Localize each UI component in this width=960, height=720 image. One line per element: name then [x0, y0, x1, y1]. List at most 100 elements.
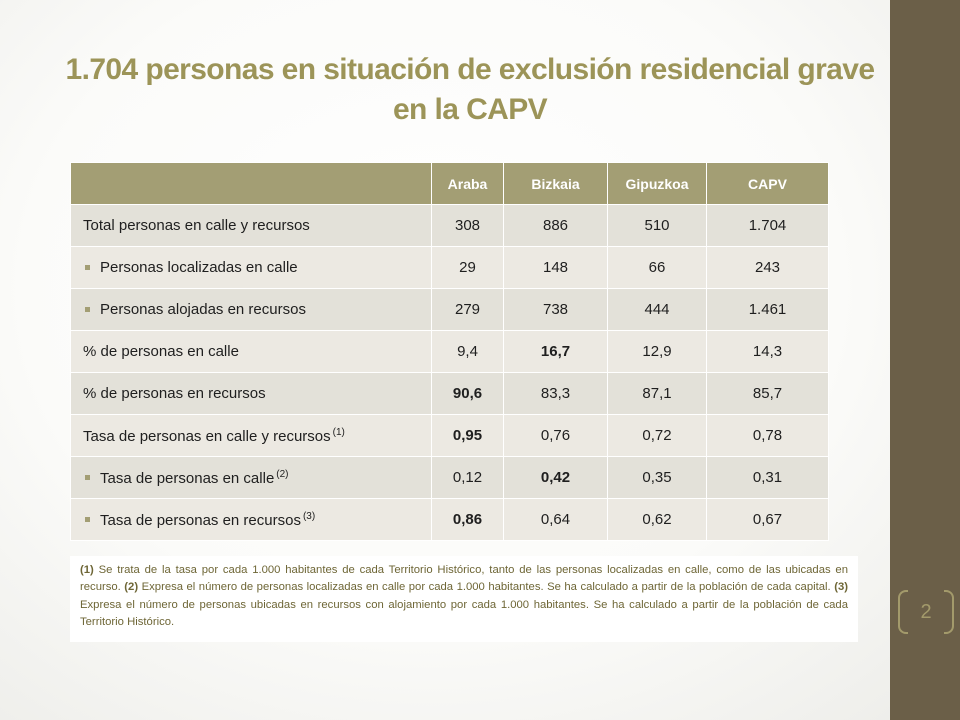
table-row: Total personas en calle y recursos 308 886… — [70, 204, 829, 247]
row-label-cell: % de personas en calle — [70, 330, 432, 373]
cell-value: 66 — [648, 259, 666, 276]
value-cell: 279 — [431, 288, 504, 331]
value-cell: 0,31 — [706, 456, 829, 499]
row-label-cell: Personas alojadas en recursos — [70, 288, 432, 331]
right-bracket-icon — [944, 590, 954, 634]
value-cell: 0,67 — [706, 498, 829, 541]
value-cell: 1.461 — [706, 288, 829, 331]
table-row: Tasa de personas en calle y recursos (1) 0… — [70, 414, 829, 457]
value-cell: 12,9 — [607, 330, 707, 373]
row-label-cell: % de personas en recursos — [70, 372, 432, 415]
value-cell: 0,64 — [503, 498, 608, 541]
value-cell: 14,3 — [706, 330, 829, 373]
row-label: Total personas en calle y recursos — [83, 217, 310, 234]
header-araba: Araba — [431, 162, 504, 205]
cell-value: 510 — [644, 217, 670, 234]
footnote-reference: (2) — [276, 468, 289, 480]
footnote-text: Expresa el número de personas localizada… — [138, 581, 835, 594]
bullet-square-icon — [85, 306, 90, 312]
row-label: % de personas en recursos — [83, 385, 266, 402]
value-cell: 85,7 — [706, 372, 829, 415]
row-label-cell: Tasa de personas en recursos (3) — [70, 498, 432, 541]
cell-value: 0,95 — [452, 427, 483, 444]
cell-value: 0,67 — [752, 511, 783, 528]
value-cell: 0,76 — [503, 414, 608, 457]
value-cell: 444 — [607, 288, 707, 331]
table-row: Personas localizadas en calle 29 148 66 243 — [70, 246, 829, 289]
header-capv: CAPV — [706, 162, 829, 205]
value-cell: 738 — [503, 288, 608, 331]
cell-value: 1.461 — [748, 301, 787, 318]
value-cell: 0,78 — [706, 414, 829, 457]
value-cell: 886 — [503, 204, 608, 247]
row-label: Tasa de personas en calle — [100, 469, 275, 487]
bullet-square-icon — [85, 475, 90, 481]
footnote-marker: (2) — [124, 581, 139, 594]
cell-value: 0,76 — [540, 427, 571, 444]
cell-value: 1.704 — [748, 217, 787, 234]
table-body: Total personas en calle y recursos 308 886… — [70, 204, 829, 541]
cell-value: 308 — [454, 217, 481, 234]
row-label: Tasa de personas en calle y recursos — [83, 427, 331, 445]
bullet-square-icon — [85, 517, 90, 523]
value-cell: 0,95 — [431, 414, 504, 457]
header-empty-cell — [70, 162, 432, 205]
data-table: Araba Bizkaia Gipuzkoa CAPV Total person… — [70, 162, 829, 541]
header-gipuzkoa: Gipuzkoa — [607, 162, 707, 205]
value-cell: 308 — [431, 204, 504, 247]
page-number-text: 2 — [920, 600, 932, 623]
cell-value: 0,62 — [642, 511, 672, 528]
footnote-marker: (3) — [834, 581, 848, 594]
cell-value: 16,7 — [540, 343, 571, 360]
cell-value: 29 — [459, 259, 476, 276]
value-cell: 243 — [706, 246, 829, 289]
footnote-reference: (3) — [302, 510, 316, 522]
cell-value: 0,72 — [642, 427, 672, 444]
cell-value: 444 — [644, 301, 670, 318]
row-label: Personas localizadas en calle — [100, 259, 298, 276]
cell-value: 83,3 — [540, 385, 571, 402]
cell-value: 14,3 — [752, 343, 783, 360]
row-label-cell: Tasa de personas en calle (2) — [70, 456, 432, 499]
value-cell: 87,1 — [607, 372, 707, 415]
sidebar-band — [890, 0, 960, 720]
table-row: Tasa de personas en calle (2) 0,12 0,42 0,35… — [70, 456, 829, 499]
value-cell: 16,7 — [503, 330, 608, 373]
cell-value: 12,9 — [642, 343, 672, 360]
cell-value: 0,78 — [752, 427, 783, 444]
cell-value: 87,1 — [642, 385, 672, 402]
page-number: 2 — [898, 590, 954, 634]
value-cell: 0,72 — [607, 414, 707, 457]
footnote-marker: (1) — [80, 564, 94, 576]
cell-value: 85,7 — [752, 385, 783, 402]
row-label-cell: Personas localizadas en calle — [70, 246, 432, 289]
value-cell: 0,86 — [431, 498, 504, 541]
value-cell: 0,12 — [431, 456, 504, 499]
footnote-text: Expresa el número de personas ubicadas e… — [80, 598, 848, 629]
value-cell: 0,62 — [607, 498, 707, 541]
row-label: Personas alojadas en recursos — [100, 301, 306, 318]
value-cell: 83,3 — [503, 372, 608, 415]
row-label-cell: Tasa de personas en calle y recursos (1) — [70, 414, 432, 457]
cell-value: 0,35 — [642, 469, 672, 486]
table-row: Personas alojadas en recursos 279 738 444 1.… — [70, 288, 829, 331]
row-label: % de personas en calle — [83, 343, 239, 360]
value-cell: 1.704 — [706, 204, 829, 247]
table-header-row: Araba Bizkaia Gipuzkoa CAPV — [70, 162, 829, 205]
cell-value: 148 — [542, 259, 569, 276]
left-bracket-icon — [898, 590, 908, 634]
value-cell: 0,42 — [503, 456, 608, 499]
slide-title: 1.704 personas en situación de exclusión… — [65, 53, 876, 126]
cell-value: 243 — [754, 259, 781, 276]
row-label: Tasa de personas en recursos — [100, 511, 301, 529]
cell-value: 0,42 — [540, 469, 571, 486]
footnote-text: Se trata de la tasa por cada 1.000 habit… — [80, 564, 848, 594]
row-label-cell: Total personas en calle y recursos — [70, 204, 432, 247]
value-cell: 29 — [431, 246, 504, 289]
value-cell: 510 — [607, 204, 707, 247]
cell-value: 0,86 — [452, 511, 483, 528]
bullet-square-icon — [85, 264, 90, 270]
table-row: % de personas en calle 9,4 16,7 12,9 14,3 — [70, 330, 829, 373]
footnote-reference: (1) — [332, 426, 345, 438]
value-cell: 9,4 — [431, 330, 504, 373]
